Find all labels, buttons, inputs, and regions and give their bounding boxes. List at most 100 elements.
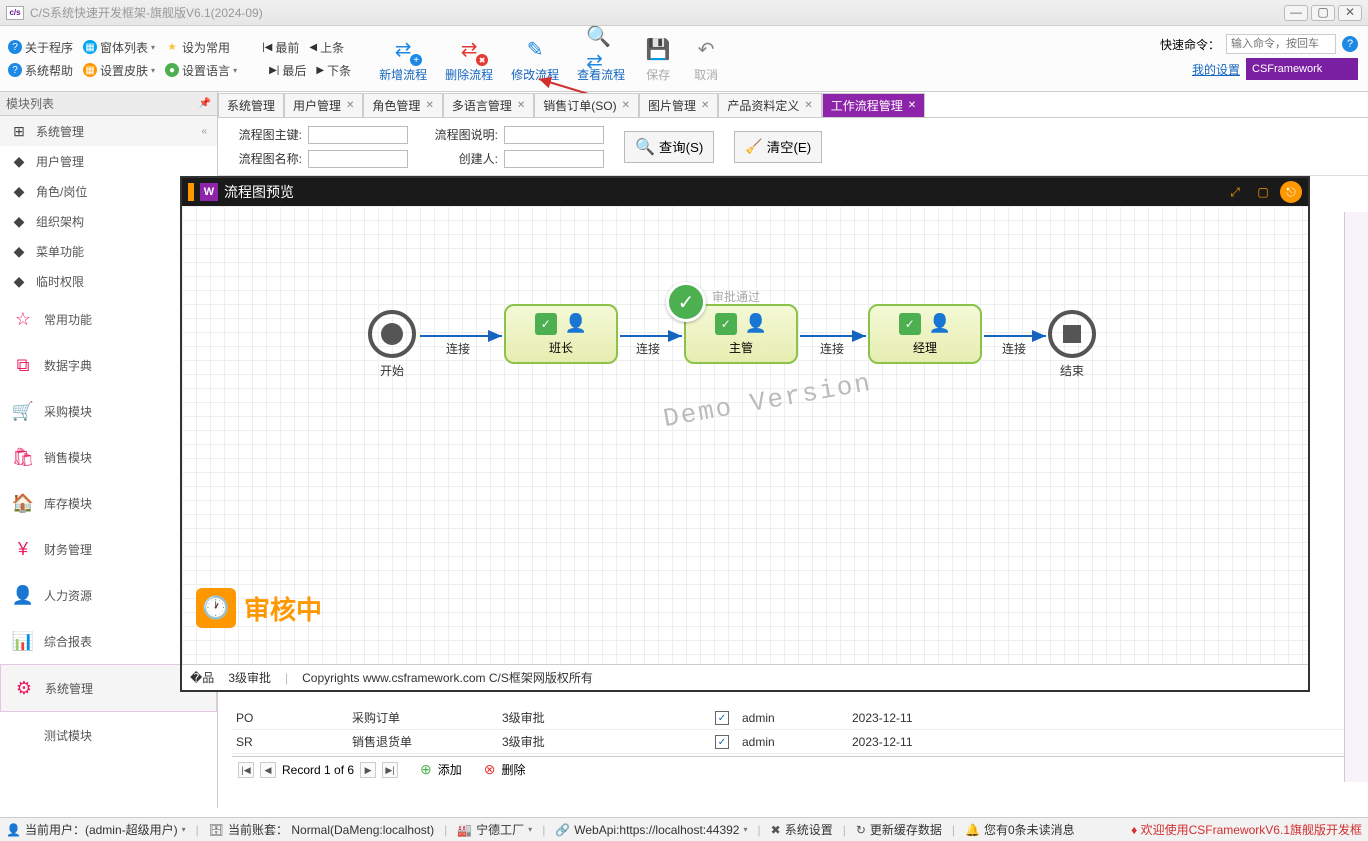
sidebar-item-icon: 🏠 [10, 490, 36, 516]
delete-flow-button[interactable]: ⇄删除流程 [445, 34, 493, 83]
tab-close-icon[interactable]: ✕ [804, 100, 812, 111]
heart-icon: ♦ [1131, 823, 1137, 837]
edge-label: 连接 [636, 340, 660, 357]
pin-icon[interactable]: 📌 [199, 98, 211, 109]
filter-creator-input[interactable] [504, 150, 604, 168]
node-task-1[interactable]: ✓👤班长 [504, 304, 618, 364]
pager-last[interactable]: ▶| [382, 762, 398, 778]
sidebar-item-icon: 👤 [10, 582, 36, 608]
tab-5[interactable]: 图片管理✕ [639, 93, 718, 117]
flowchart-canvas: 开始 ✓👤班长 ✓👤主管 ✓👤经理 结束 [182, 206, 1308, 664]
edit-flow-button[interactable]: ✎修改流程 [511, 34, 559, 83]
table-row[interactable]: SR销售退货单3级审批✓admin2023-12-11 [232, 730, 1354, 754]
demo-watermark: Demo Version [661, 368, 874, 434]
window-list-dropdown[interactable]: ▦窗体列表▾ [83, 39, 155, 56]
cancel-button: ↶取消 [691, 34, 721, 83]
tab-6[interactable]: 产品资料定义✕ [718, 93, 821, 117]
language-dropdown[interactable]: ●设置语言▾ [165, 62, 237, 79]
grid-add-button[interactable]: 添加 [438, 761, 462, 778]
db-icon: 🗄 [209, 823, 224, 837]
pager-prev[interactable]: ◀ [260, 762, 276, 778]
sidebar-item-15[interactable]: 测试模块 [0, 712, 217, 758]
tab-close-icon[interactable]: ✕ [622, 100, 630, 111]
sidebar-header: 模块列表📌 [0, 92, 217, 116]
about-button[interactable]: ?关于程序 [8, 39, 73, 56]
tab-close-icon[interactable]: ✕ [425, 100, 433, 111]
tab-0[interactable]: 系统管理 [218, 93, 284, 117]
node-end[interactable]: 结束 [1048, 310, 1096, 379]
tab-7[interactable]: 工作流程管理✕ [822, 93, 925, 117]
my-settings-link[interactable]: 我的设置 [1192, 61, 1240, 78]
status-messages[interactable]: 🔔您有0条未读消息 [965, 821, 1075, 838]
sidebar-item-label: 常用功能 [44, 311, 92, 328]
status-settings-button[interactable]: ✖系统设置 [771, 821, 833, 838]
sidebar-item-label: 系统管理 [45, 680, 93, 697]
content-area: 系统管理用户管理✕角色管理✕多语言管理✕销售订单(SO)✕图片管理✕产品资料定义… [218, 92, 1368, 808]
sidebar-item-label: 菜单功能 [36, 243, 84, 260]
maximize-button[interactable]: ▢ [1311, 5, 1335, 21]
sidebar-item-label: 综合报表 [44, 633, 92, 650]
quick-command-input[interactable] [1226, 34, 1336, 54]
sidebar-item-label: 角色/岗位 [36, 183, 87, 200]
close-button[interactable]: ✕ [1338, 5, 1362, 21]
sidebar-item-1[interactable]: ◆用户管理 [0, 146, 217, 176]
sidebar-item-icon: ¥ [10, 536, 36, 562]
preview-close-button[interactable]: ⎋ [1280, 181, 1302, 203]
help-button[interactable]: ?系统帮助 [8, 62, 73, 79]
tab-close-icon[interactable]: ✕ [908, 100, 916, 111]
clear-button[interactable]: 🧹清空(E) [734, 131, 822, 163]
nav-last[interactable]: ▶|最后 [269, 62, 306, 79]
grid-delete-button[interactable]: 删除 [502, 761, 526, 778]
nav-first[interactable]: |◀最前 [262, 39, 299, 56]
search-button[interactable]: 🔍查询(S) [624, 131, 714, 163]
pager-next[interactable]: ▶ [360, 762, 376, 778]
pager-first[interactable]: |◀ [238, 762, 254, 778]
sidebar-item-icon: ⧉ [10, 352, 36, 378]
statusbar: 👤当前用户：(admin-超级用户)▾ | 🗄当前账套： Normal(DaMe… [0, 817, 1368, 841]
view-flow-button[interactable]: 🔍⇄查看流程 [577, 34, 625, 83]
sidebar-item-label: 数据字典 [44, 357, 92, 374]
nav-prev[interactable]: ◀上条 [309, 39, 344, 56]
add-flow-button[interactable]: ⇄新增流程 [379, 34, 427, 83]
quick-help-icon[interactable]: ? [1342, 36, 1358, 52]
preview-maximize-button[interactable]: ▢ [1252, 181, 1274, 203]
tab-3[interactable]: 多语言管理✕ [443, 93, 534, 117]
flowchart-preview-panel: W 流程图预览 ⤢ ▢ ⎋ 开始 [180, 176, 1310, 692]
sidebar-item-label: 人力资源 [44, 587, 92, 604]
sidebar-item-icon [10, 722, 36, 748]
tab-4[interactable]: 销售订单(SO)✕ [534, 93, 639, 117]
clock-icon: 🕐 [196, 588, 236, 628]
sidebar-item-0[interactable]: ⊞系统管理« [0, 116, 217, 146]
set-common-button[interactable]: ★设为常用 [165, 39, 230, 56]
sidebar-item-icon: ⊞ [10, 122, 28, 140]
titlebar: c/s C/S系统快速开发框架-旗舰版V6.1(2024-09) — ▢ ✕ [0, 0, 1368, 26]
tab-close-icon[interactable]: ✕ [346, 100, 354, 111]
pager: |◀ ◀ Record 1 of 6 ▶ ▶| ⊕ 添加 ⊗ 删除 [232, 756, 1354, 782]
preview-titlebar: W 流程图预览 ⤢ ▢ ⎋ [182, 178, 1308, 206]
status-factory: 宁德工厂 [476, 821, 524, 838]
filter-desc-input[interactable] [504, 126, 604, 144]
filter-bar: 流程图主键: 流程图名称: 流程图说明: 创建人: 🔍查询(S) 🧹清空(E) [218, 118, 1368, 176]
status-account: 当前账套： Normal(DaMeng:localhost) [228, 821, 434, 838]
tab-2[interactable]: 角色管理✕ [363, 93, 442, 117]
tab-close-icon[interactable]: ✕ [701, 100, 709, 111]
audit-status-badge: 🕐 审核中 [196, 588, 322, 628]
sidebar-item-label: 财务管理 [44, 541, 92, 558]
node-task-3[interactable]: ✓👤经理 [868, 304, 982, 364]
sidebar-item-icon: ◆ [10, 242, 28, 260]
node-start[interactable]: 开始 [368, 310, 416, 379]
table-row[interactable]: PO采购订单3级审批✓admin2023-12-11 [232, 706, 1354, 730]
sidebar-item-icon: ◆ [10, 212, 28, 230]
skin-dropdown[interactable]: ▦设置皮肤▾ [83, 62, 155, 79]
nav-next[interactable]: ▶下条 [316, 62, 351, 79]
status-cache-button[interactable]: ↻更新缓存数据 [856, 821, 942, 838]
tab-close-icon[interactable]: ✕ [517, 100, 525, 111]
sidebar-item-icon: ⚙ [11, 675, 37, 701]
tab-1[interactable]: 用户管理✕ [284, 93, 363, 117]
preview-collapse-button[interactable]: ⤢ [1224, 181, 1246, 203]
minimize-button[interactable]: — [1284, 5, 1308, 21]
approval-text: 审批通过 [712, 288, 760, 305]
filter-name-input[interactable] [308, 150, 408, 168]
filter-pk-input[interactable] [308, 126, 408, 144]
save-button: 💾保存 [643, 34, 673, 83]
